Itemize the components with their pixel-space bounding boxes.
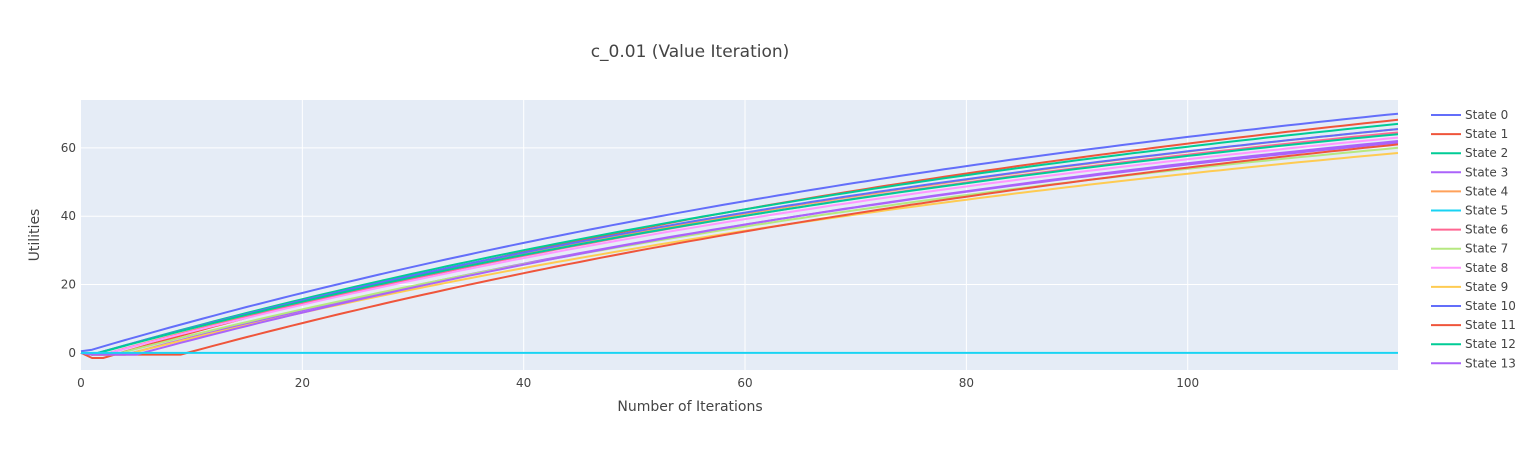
legend-label: State 7	[1465, 242, 1508, 256]
y-tick-label-3: 60	[61, 141, 76, 155]
legend-item-state-3[interactable]: State 3	[1431, 165, 1508, 179]
legend-item-state-0[interactable]: State 0	[1431, 108, 1508, 122]
legend-label: State 13	[1465, 356, 1516, 370]
legend-label: State 12	[1465, 337, 1516, 351]
y-tick-label-2: 40	[61, 209, 76, 223]
series-line-state-7[interactable]	[80, 146, 1399, 356]
x-tick-label-2: 40	[516, 376, 531, 390]
x-axis-title: Number of Iterations	[617, 399, 762, 415]
series-line-state-11[interactable]	[80, 143, 1399, 356]
legend-label: State 6	[1465, 223, 1508, 237]
x-tick-label-3: 60	[737, 376, 752, 390]
legend-label: State 8	[1465, 261, 1508, 275]
legend-item-state-2[interactable]: State 2	[1431, 146, 1508, 160]
legend-label: State 11	[1465, 318, 1516, 332]
chart-title: c_0.01 (Value Iteration)	[591, 42, 790, 62]
series-line-state-8[interactable]	[80, 136, 1399, 356]
legend-label: State 3	[1465, 165, 1508, 179]
series-line-state-12[interactable]	[80, 133, 1399, 356]
x-tick-label-0: 0	[77, 376, 85, 390]
series-line-state-10[interactable]	[80, 128, 1399, 356]
x-tick-label-1: 20	[295, 376, 310, 390]
legend-label: State 0	[1465, 108, 1508, 122]
legend-item-state-13[interactable]: State 13	[1431, 356, 1516, 370]
legend-item-state-5[interactable]: State 5	[1431, 204, 1508, 218]
legend-label: State 9	[1465, 280, 1508, 294]
y-tick-label-0: 0	[68, 346, 76, 360]
x-tick-label-5: 100	[1176, 376, 1199, 390]
legend-label: State 2	[1465, 146, 1508, 160]
legend-item-state-4[interactable]: State 4	[1431, 184, 1508, 198]
x-tick-labels: 0 20 40 60 80 100	[77, 376, 1199, 390]
legend-item-state-8[interactable]: State 8	[1431, 261, 1508, 275]
legend-label: State 5	[1465, 204, 1508, 218]
series-line-state-2[interactable]	[80, 122, 1399, 356]
legend-item-state-9[interactable]: State 9	[1431, 280, 1508, 294]
x-tick-label-4: 80	[959, 376, 974, 390]
legend-label: State 4	[1465, 184, 1508, 198]
legend-item-state-11[interactable]: State 11	[1431, 318, 1516, 332]
y-tick-label-1: 20	[61, 278, 76, 292]
legend-item-state-12[interactable]: State 12	[1431, 337, 1516, 351]
legend-label: State 10	[1465, 299, 1516, 313]
legend-item-state-1[interactable]: State 1	[1431, 127, 1508, 141]
y-axis-title: Utilities	[27, 209, 43, 262]
y-tick-labels: 0 20 40 60	[61, 141, 76, 360]
legend-item-state-10[interactable]: State 10	[1431, 299, 1516, 313]
legend-label: State 1	[1465, 127, 1508, 141]
legend-item-state-6[interactable]: State 6	[1431, 223, 1508, 237]
legend[interactable]: State 0 State 1 State 2 State 3 State 4 State…	[1431, 108, 1516, 370]
series-lines	[80, 112, 1399, 359]
series-line-state-0[interactable]	[80, 112, 1399, 353]
series-line-state-13[interactable]	[80, 140, 1399, 356]
legend-item-state-7[interactable]: State 7	[1431, 242, 1508, 256]
